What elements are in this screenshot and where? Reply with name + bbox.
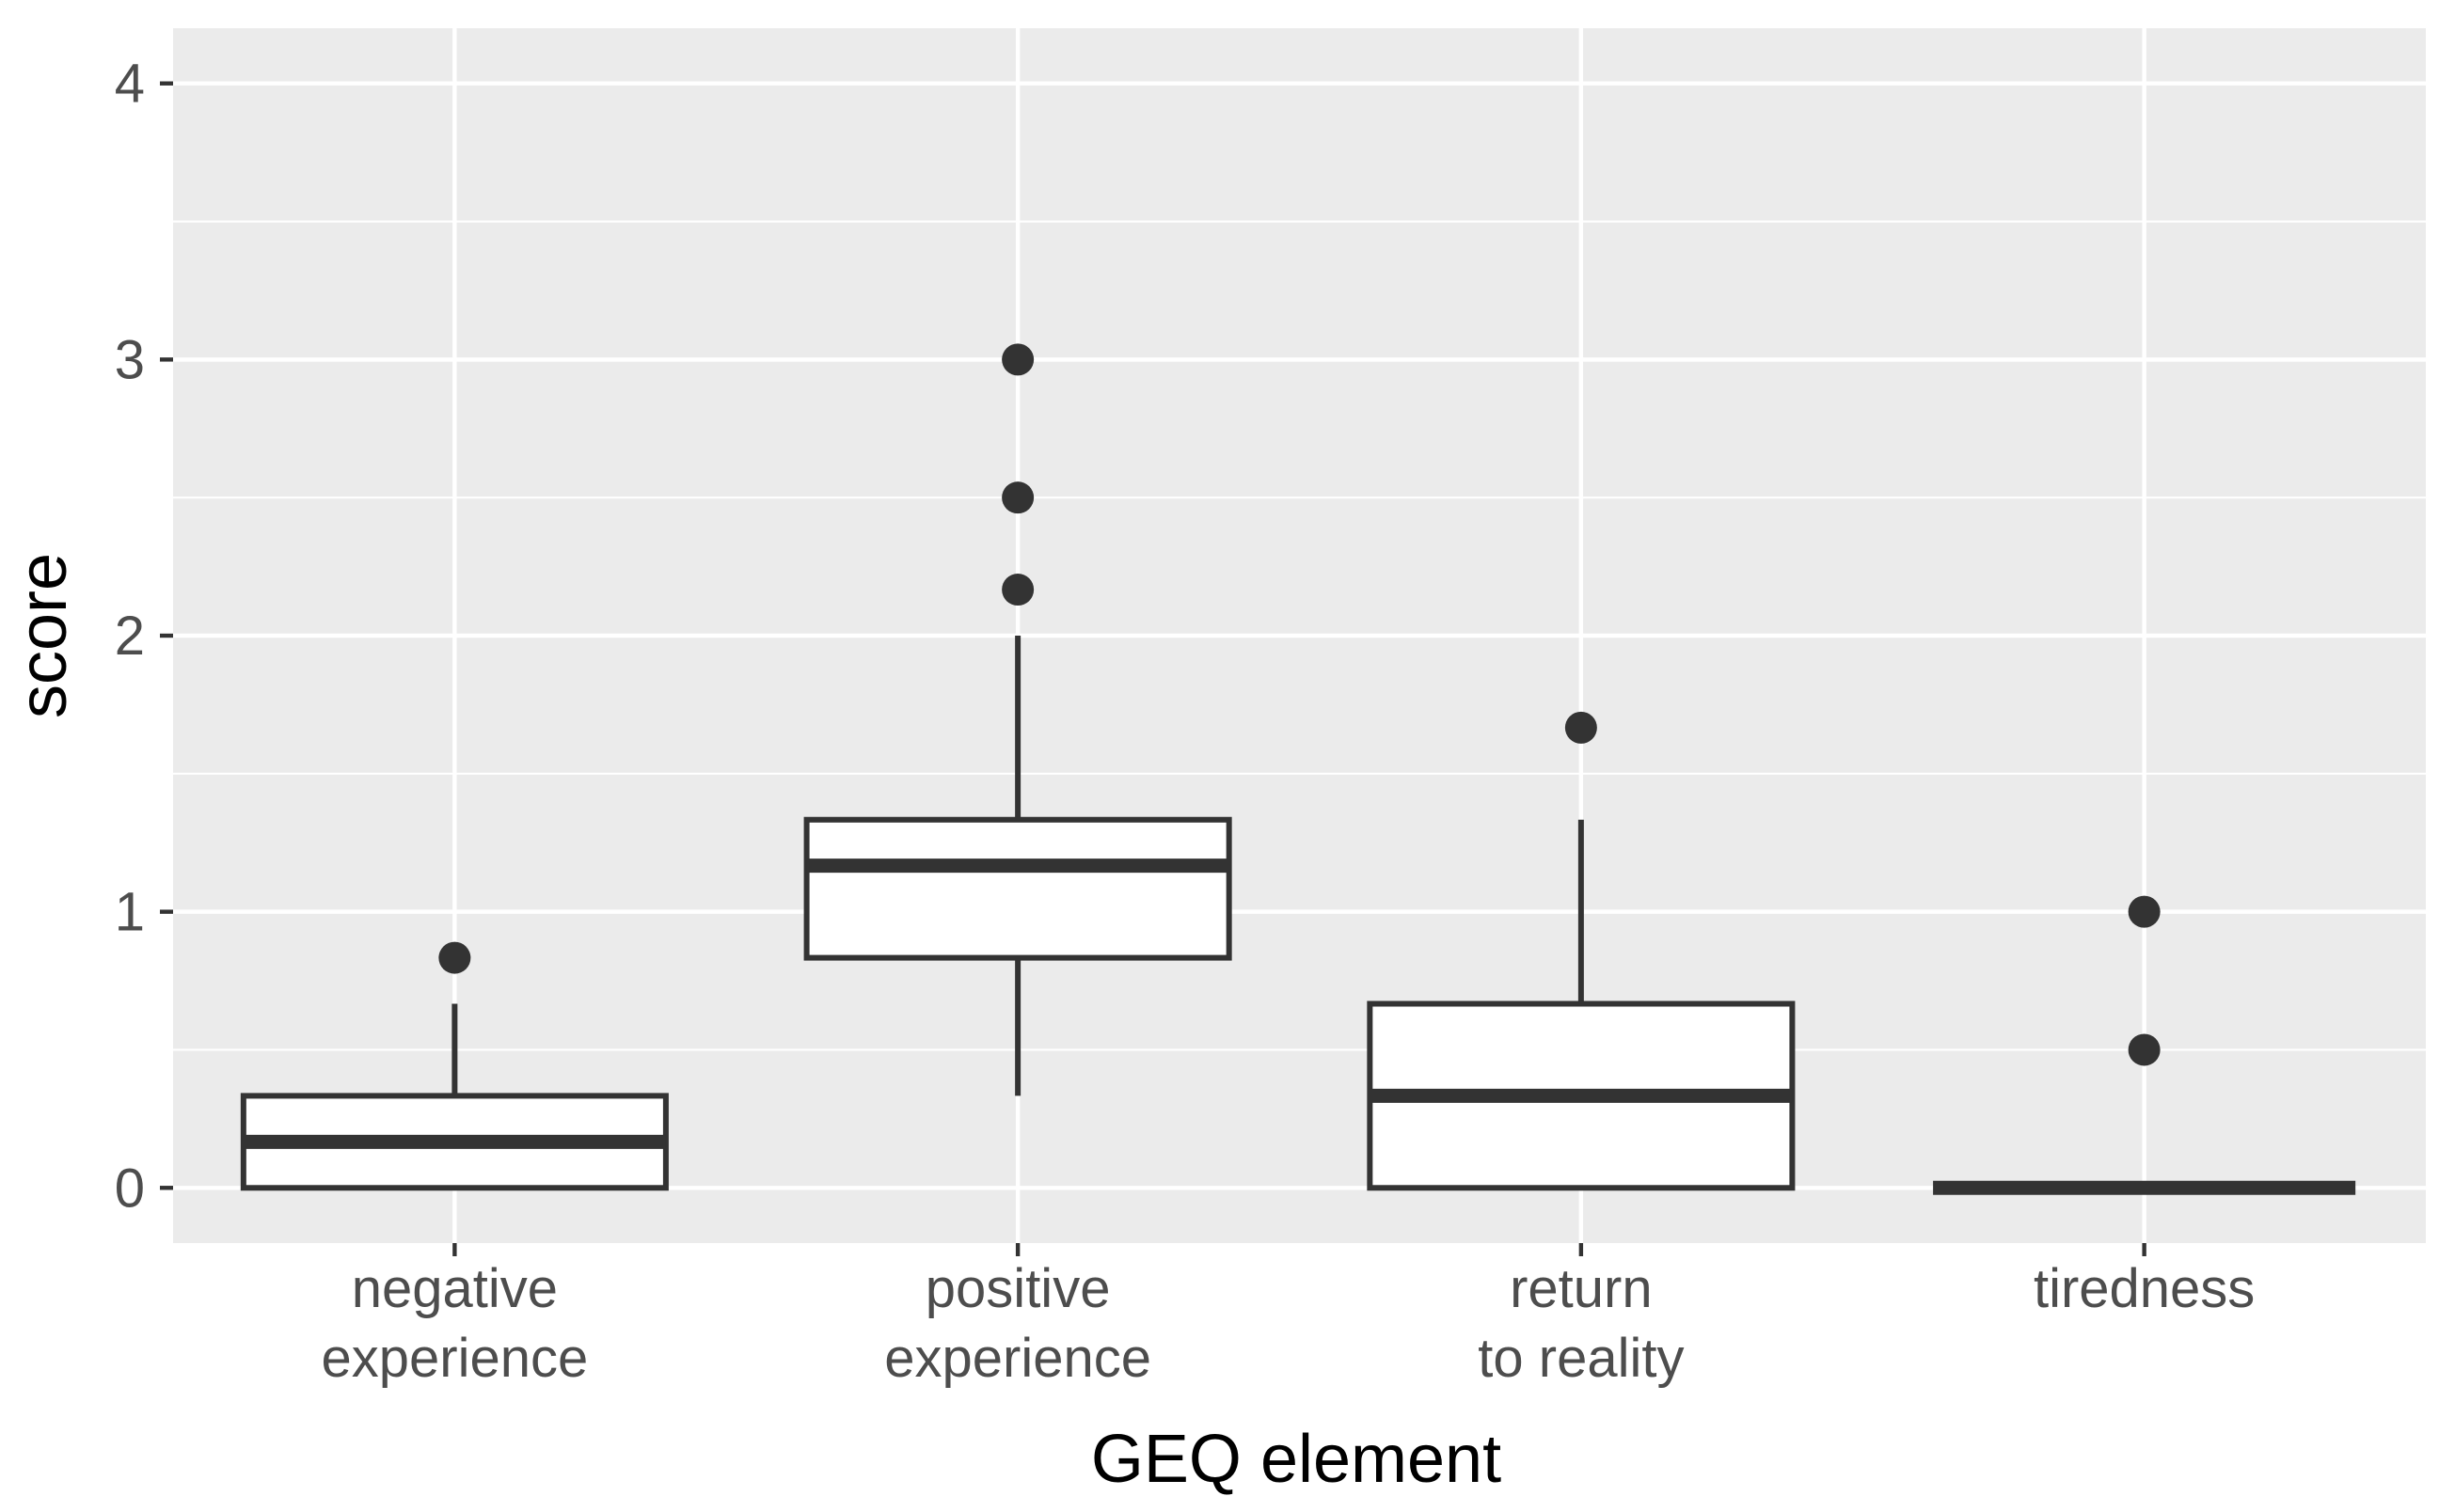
y-tick-label: 2 [115,606,145,667]
outlier-point [438,941,471,974]
tick-labels: 0 1 2 3 4 negative experience positive experienc… [115,54,2256,1389]
x-tick-label-line: positive [926,1258,1111,1319]
x-tick-label-line: experience [884,1328,1151,1389]
x-tick-label-line: negative [352,1258,558,1319]
x-tick-label: negative experience [322,1258,589,1389]
box-group [803,343,1232,1096]
box-group [240,941,669,1191]
box-iqr [803,816,1232,961]
x-tick-label: positive experience [884,1258,1151,1389]
x-tick-label-line: experience [322,1328,589,1389]
x-tick-label-line: return [1510,1258,1653,1319]
boxes [240,343,2356,1195]
y-axis-title: score [6,553,81,718]
y-tick-label: 4 [115,54,145,115]
outlier-point [1564,711,1597,744]
x-tick-label: tiredness [2034,1258,2255,1319]
y-tick-label: 1 [115,882,145,943]
outlier-point [1002,481,1035,514]
x-tick-label-line: to reality [1478,1328,1684,1389]
outlier-point [1002,343,1035,376]
x-tick-label: return to reality [1478,1258,1684,1389]
y-tick-label: 0 [115,1158,145,1219]
x-tick-label-line: tiredness [2034,1258,2255,1319]
outlier-point [2128,1033,2161,1066]
box-group [1367,711,1796,1191]
outlier-point [2128,895,2161,928]
x-axis-title: GEQ element [1091,1422,1501,1497]
axis-ticks [160,81,2146,1256]
y-tick-label: 3 [115,329,145,390]
outlier-point [1002,574,1035,606]
box-group [1933,895,2356,1195]
